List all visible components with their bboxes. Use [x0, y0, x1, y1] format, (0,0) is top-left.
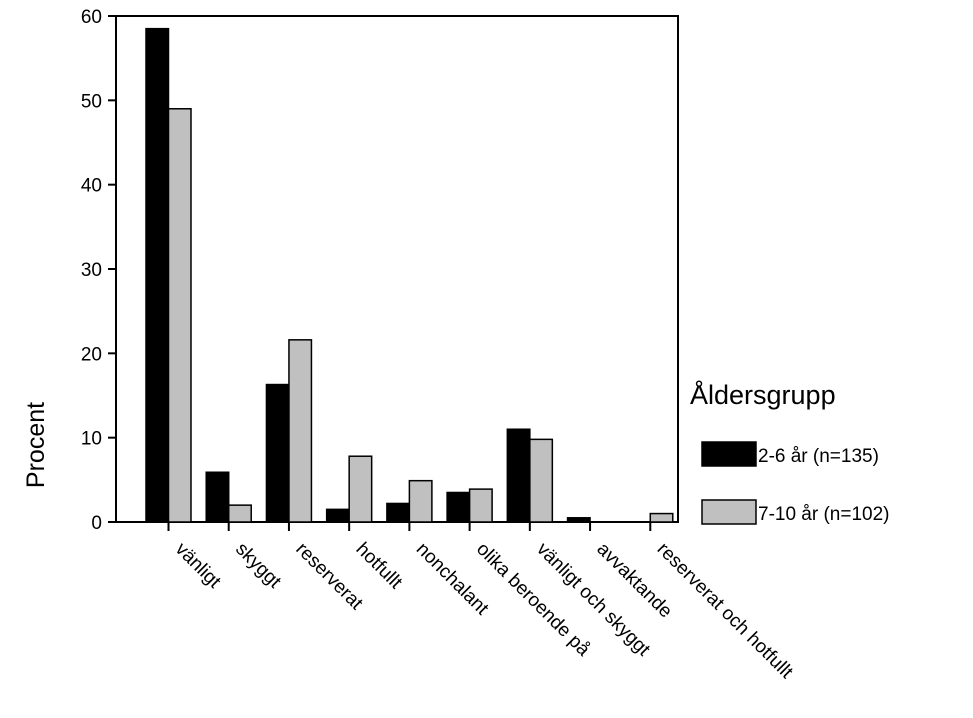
- bars: [145, 27, 674, 523]
- bar-series-1: [386, 502, 411, 523]
- bar-series-2: [288, 339, 313, 523]
- y-axis: 0 10 20 30 40 50 60: [81, 7, 116, 534]
- category-label: reserverat och hotfullt: [653, 539, 798, 684]
- y-tick-label: 0: [91, 513, 102, 534]
- bar-series-1: [265, 383, 290, 523]
- bar-series-1: [446, 491, 471, 523]
- legend: Åldersgrupp 2-6 år (n=135) 7-10 år (n=102…: [690, 379, 890, 525]
- y-tick-label: 10: [81, 429, 102, 450]
- bar-series-1: [205, 471, 230, 523]
- plot-area-border: [115, 15, 679, 523]
- legend-swatch: [701, 441, 757, 467]
- legend-swatch: [701, 499, 757, 525]
- category-label: skyggt: [231, 539, 285, 593]
- category-label: hotfullt: [352, 539, 407, 594]
- category-label: olika beroende på: [472, 539, 594, 661]
- y-tick-label: 40: [81, 176, 102, 197]
- y-tick-label: 60: [81, 7, 102, 28]
- bar-series-2: [649, 512, 674, 523]
- category-label: vänligt: [171, 539, 225, 593]
- bar-series-2: [227, 504, 252, 523]
- bar-series-1: [506, 428, 531, 523]
- bar-series-1: [325, 508, 350, 523]
- bar-series-1: [566, 517, 591, 523]
- legend-label: 7-10 år (n=102): [758, 504, 890, 525]
- legend-label: 2-6 år (n=135): [758, 446, 879, 467]
- y-tick-label: 50: [81, 91, 102, 112]
- bar-series-1: [145, 27, 170, 523]
- legend-title: Åldersgrupp: [690, 379, 836, 410]
- y-axis-title: Procent: [22, 402, 50, 488]
- y-tick-label: 20: [81, 344, 102, 365]
- bar-series-2: [468, 488, 493, 523]
- bar-series-2: [529, 438, 554, 523]
- category-label: vänligt och skyggt: [532, 539, 654, 661]
- x-axis-ticks: [167, 522, 652, 531]
- bar-series-2: [167, 108, 192, 523]
- bar-series-2: [348, 455, 373, 523]
- bar-series-2: [408, 479, 433, 523]
- y-tick-label: 30: [81, 260, 102, 281]
